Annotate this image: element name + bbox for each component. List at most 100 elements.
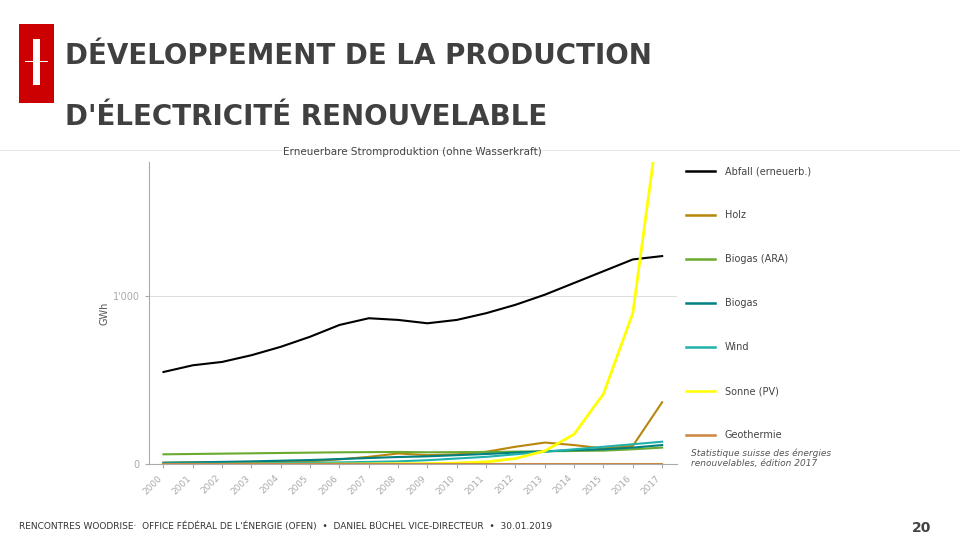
Sonne (PV) [598,390,610,397]
Geothermie [598,460,610,467]
Abfall (erneuerb.) [363,315,374,321]
Geothermie [657,460,668,467]
Text: 20: 20 [912,521,931,535]
Biogas [393,454,404,460]
Biogas (ARA) [627,446,638,453]
Sonne (PV) [187,461,199,468]
Sonne (PV) [304,461,316,468]
Geothermie [510,460,521,467]
Holz [363,454,374,460]
Abfall (erneuerb.) [540,292,551,298]
Wind [421,457,433,463]
Biogas [187,459,199,465]
Geothermie [304,460,316,467]
Wind [451,455,463,462]
Text: Geothermie: Geothermie [725,430,782,440]
Wind [334,459,346,465]
Wind [480,454,492,460]
Geothermie [334,460,346,467]
Line: Sonne (PV): Sonne (PV) [163,95,662,464]
Geothermie [216,460,228,467]
Sonne (PV) [657,92,668,98]
Biogas [657,442,668,448]
Geothermie [246,460,257,467]
Biogas [276,457,287,464]
Geothermie [393,460,404,467]
Sonne (PV) [393,461,404,467]
Line: Holz: Holz [163,402,662,463]
Geothermie [480,460,492,467]
Abfall (erneuerb.) [451,316,463,323]
Sonne (PV) [334,461,346,467]
Biogas (ARA) [246,450,257,456]
Biogas (ARA) [421,449,433,456]
Text: Wind: Wind [725,342,750,352]
Sonne (PV) [157,461,169,468]
Abfall (erneuerb.) [393,316,404,323]
Biogas [421,453,433,460]
Wind [304,460,316,466]
Sonne (PV) [276,461,287,468]
Holz [480,449,492,455]
Geothermie [276,460,287,467]
Wind [627,441,638,448]
Holz [657,399,668,406]
Wind [510,451,521,457]
Biogas [304,457,316,463]
Biogas [246,458,257,464]
Biogas (ARA) [568,448,580,454]
Geothermie [627,460,638,467]
Biogas [480,451,492,457]
Wind [216,460,228,467]
Text: Statistique suisse des énergies
renouvelables, édition 2017: Statistique suisse des énergies renouvel… [691,448,831,468]
Text: Holz: Holz [725,210,746,220]
Abfall (erneuerb.) [510,301,521,308]
Geothermie [451,460,463,467]
Abfall (erneuerb.) [157,369,169,375]
Abfall (erneuerb.) [246,352,257,359]
Geothermie [540,460,551,467]
Abfall (erneuerb.) [187,362,199,368]
Biogas [216,458,228,465]
Biogas [451,452,463,458]
Geothermie [187,460,199,467]
Sonne (PV) [421,460,433,467]
Biogas (ARA) [304,449,316,456]
Biogas (ARA) [334,449,346,456]
Biogas (ARA) [393,449,404,455]
Sonne (PV) [568,431,580,437]
Sonne (PV) [451,460,463,467]
Abfall (erneuerb.) [304,334,316,340]
Holz [216,459,228,465]
Geothermie [363,460,374,467]
Sonne (PV) [540,448,551,454]
Biogas (ARA) [157,451,169,457]
Biogas (ARA) [451,449,463,455]
Abfall (erneuerb.) [480,310,492,316]
Wind [598,443,610,450]
Bar [25,61,48,62]
Title: Erneuerbare Stromproduktion (ohne Wasserkraft): Erneuerbare Stromproduktion (ohne Wasser… [283,147,542,157]
Sonne (PV) [363,461,374,467]
Text: RENCONTRES WOODRISE·  OFFICE FÉDÉRAL DE L'ÉNERGIE (OFEN)  •  DANIEL BÜCHEL VICE-: RENCONTRES WOODRISE· OFFICE FÉDÉRAL DE L… [19,521,552,531]
Biogas [598,446,610,453]
Text: D'ÉLECTRICITÉ RENOUVELABLE: D'ÉLECTRICITÉ RENOUVELABLE [65,103,547,131]
Holz [598,445,610,451]
Biogas (ARA) [216,450,228,457]
Line: Biogas (ARA): Biogas (ARA) [163,448,662,454]
Wind [363,458,374,465]
Holz [276,458,287,465]
Text: Biogas (ARA): Biogas (ARA) [725,254,788,264]
Abfall (erneuerb.) [276,343,287,350]
Y-axis label: GWh: GWh [100,301,110,325]
Holz [451,451,463,457]
Biogas (ARA) [510,448,521,455]
Abfall (erneuerb.) [568,280,580,286]
Wind [393,458,404,464]
Line: Wind: Wind [163,442,662,463]
Abfall (erneuerb.) [627,256,638,262]
Biogas (ARA) [276,450,287,456]
Holz [510,443,521,450]
Sonne (PV) [627,310,638,316]
Abfall (erneuerb.) [598,268,610,274]
